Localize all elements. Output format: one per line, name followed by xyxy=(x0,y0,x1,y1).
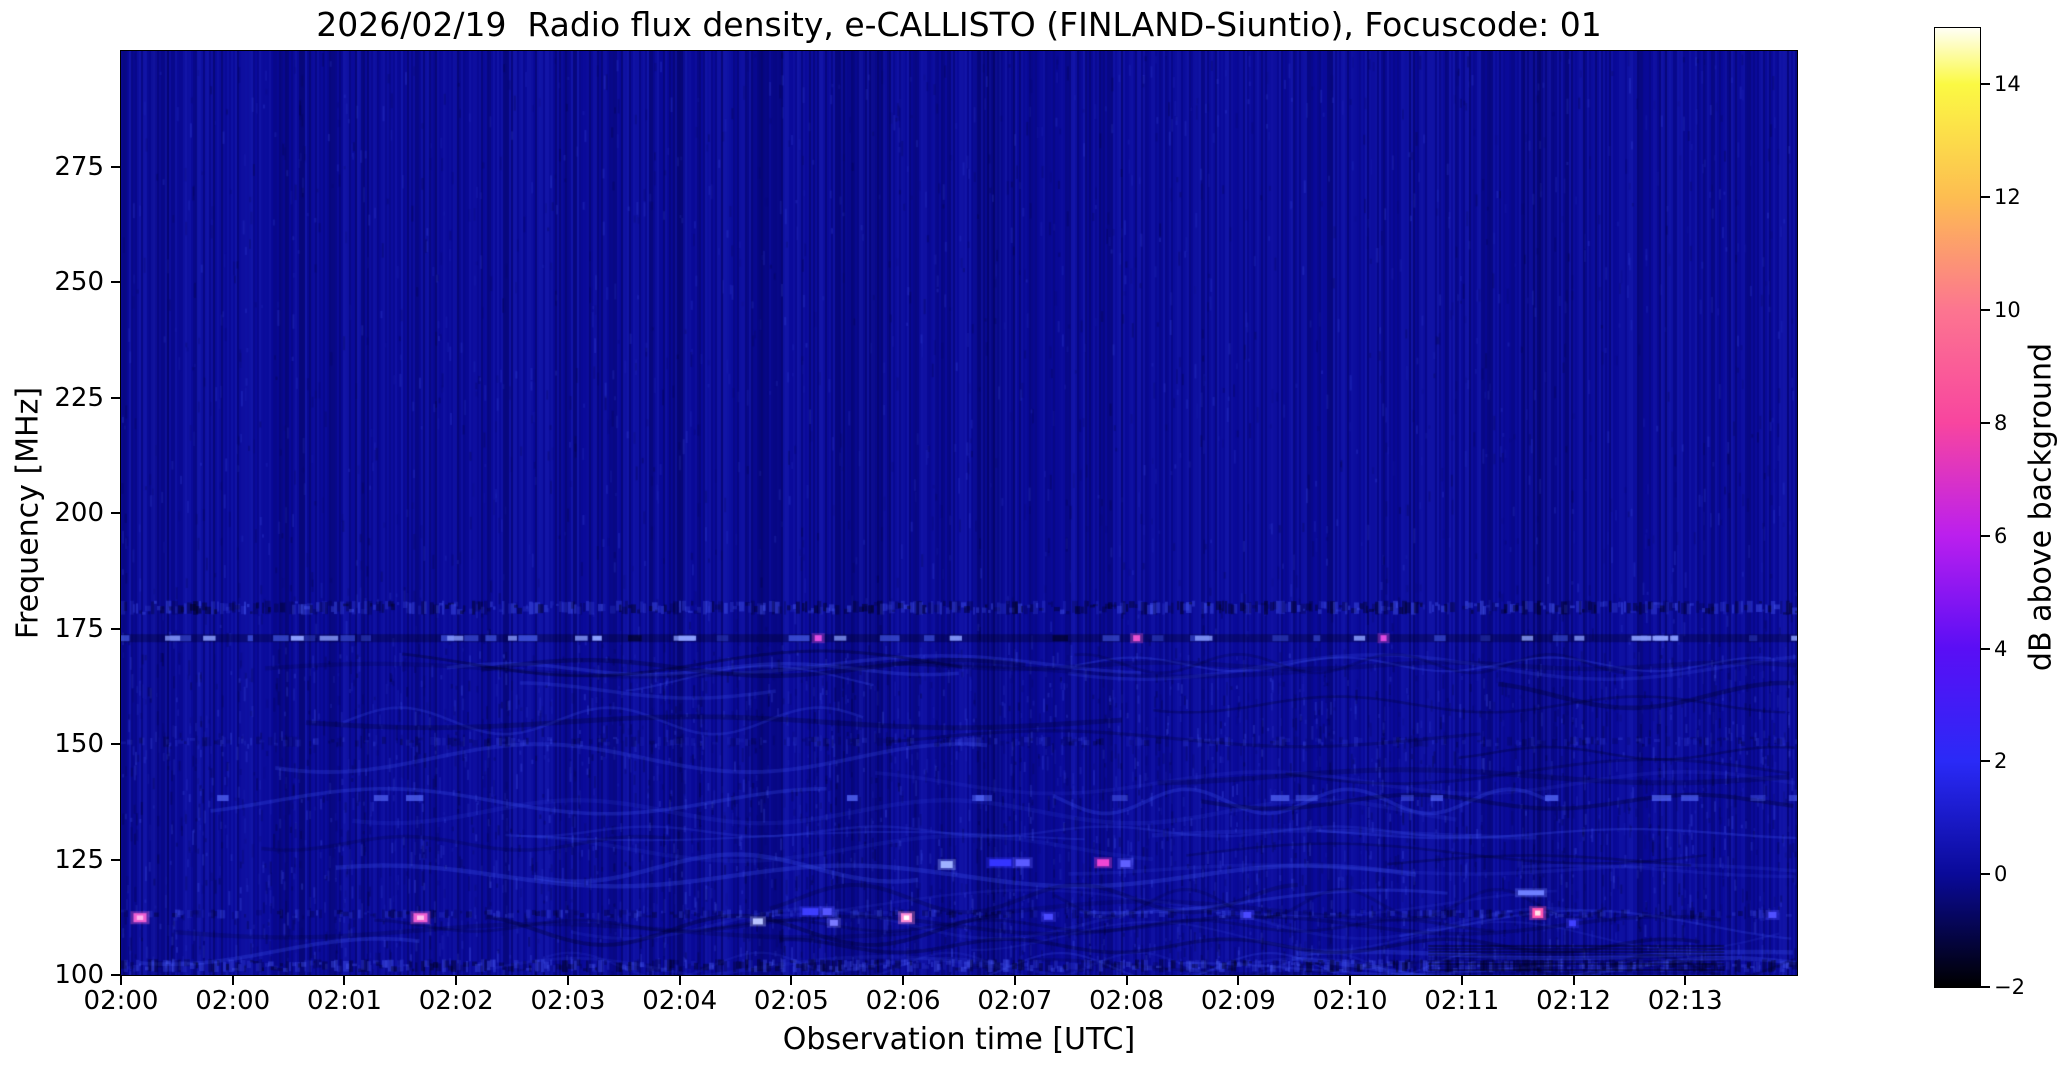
spectrogram-plot xyxy=(120,50,1798,976)
y-tick-mark xyxy=(111,512,120,514)
y-tick-label: 200 xyxy=(54,498,104,528)
x-tick-mark xyxy=(566,976,569,985)
x-tick-mark xyxy=(1460,976,1463,985)
colorbar-tick-mark xyxy=(1981,760,1990,763)
colorbar-tick-label: 4 xyxy=(1994,636,2008,661)
y-tick-mark xyxy=(111,281,120,283)
x-tick-mark xyxy=(1013,976,1016,985)
y-tick-mark xyxy=(111,974,120,976)
x-tick-mark xyxy=(343,976,346,985)
colorbar-tick-mark xyxy=(1981,421,1990,424)
x-tick-label: 02:03 xyxy=(530,986,606,1016)
x-tick-label: 02:12 xyxy=(1536,986,1611,1016)
colorbar-tick-mark xyxy=(1981,986,1990,988)
colorbar-tick-mark xyxy=(1981,309,1990,312)
y-tick-label: 175 xyxy=(54,613,104,644)
colorbar-tick-label: 6 xyxy=(1994,523,2008,548)
x-tick-mark xyxy=(231,976,234,985)
colorbar-tick-mark xyxy=(1981,196,1990,199)
x-tick-mark xyxy=(120,976,122,985)
y-tick-mark xyxy=(111,396,120,399)
x-axis-label: Observation time [UTC] xyxy=(782,1022,1136,1057)
colorbar-tick-label: 8 xyxy=(1994,410,2008,435)
x-tick-label: 02:05 xyxy=(753,986,829,1016)
y-tick-label: 275 xyxy=(54,151,104,182)
x-tick-label: 02:10 xyxy=(1312,986,1388,1016)
x-tick-mark xyxy=(1684,976,1687,985)
x-tick-label: 02:01 xyxy=(306,986,382,1016)
colorbar-tick-label: 12 xyxy=(1994,185,2021,210)
y-tick-label: 150 xyxy=(54,729,104,759)
x-tick-label: 02:13 xyxy=(1647,986,1723,1016)
colorbar-gradient xyxy=(1935,28,1980,987)
colorbar-tick-label: 10 xyxy=(1994,298,2021,323)
x-tick-mark xyxy=(1237,976,1240,985)
x-tick-label: 02:04 xyxy=(642,986,718,1016)
colorbar-tick-mark xyxy=(1981,534,1990,537)
x-tick-label: 02:00 xyxy=(195,986,271,1016)
y-tick-mark xyxy=(111,627,120,630)
plot-title: 2026/02/19 Radio flux density, e-CALLIST… xyxy=(316,5,1602,44)
x-tick-label: 02:00 xyxy=(83,986,159,1016)
y-tick-label: 225 xyxy=(54,382,104,413)
x-tick-label: 02:02 xyxy=(418,986,494,1016)
x-tick-mark xyxy=(1125,976,1128,985)
colorbar-tick-mark xyxy=(1981,873,1990,876)
y-tick-mark xyxy=(111,858,120,861)
x-tick-mark xyxy=(1572,976,1575,985)
y-axis-label: Frequency [MHz] xyxy=(10,386,46,640)
x-tick-label: 02:07 xyxy=(977,986,1053,1016)
x-tick-label: 02:09 xyxy=(1200,986,1276,1016)
colorbar-tick-label: 2 xyxy=(1994,749,2008,774)
colorbar-tick-mark xyxy=(1981,83,1990,86)
y-tick-label: 250 xyxy=(54,267,104,297)
y-tick-label: 100 xyxy=(54,960,104,990)
y-tick-mark xyxy=(111,165,120,168)
x-tick-mark xyxy=(902,976,905,985)
x-tick-mark xyxy=(455,976,458,985)
colorbar-tick-label: 0 xyxy=(1994,862,2008,887)
x-tick-label: 02:11 xyxy=(1424,986,1500,1016)
x-tick-mark xyxy=(678,976,681,985)
x-tick-label: 02:06 xyxy=(865,986,941,1016)
colorbar-tick-label: −2 xyxy=(1994,975,2025,999)
colorbar-tick-label: 14 xyxy=(1994,72,2021,97)
spectrogram-canvas xyxy=(121,51,1797,975)
y-tick-label: 125 xyxy=(54,844,104,875)
x-tick-label: 02:08 xyxy=(1089,986,1165,1016)
colorbar-label: dB above background xyxy=(2023,342,2059,672)
colorbar xyxy=(1934,27,1981,988)
y-tick-mark xyxy=(111,743,120,745)
x-tick-mark xyxy=(790,976,793,985)
colorbar-tick-mark xyxy=(1981,647,1990,650)
x-tick-mark xyxy=(1349,976,1352,985)
